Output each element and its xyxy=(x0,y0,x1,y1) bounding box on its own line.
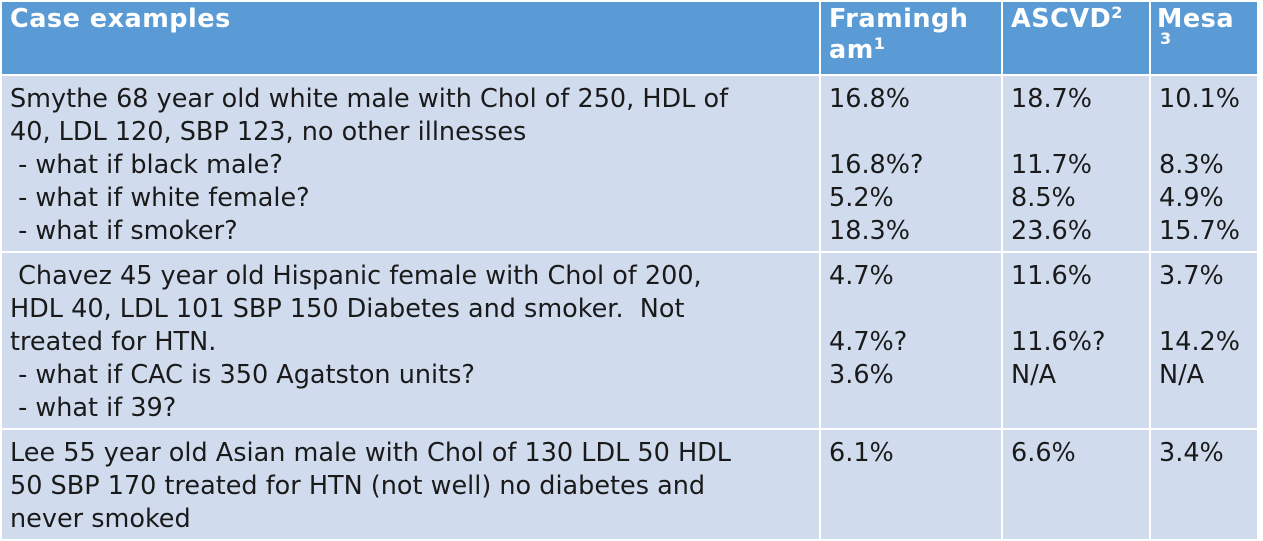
footnote-marker: 1 xyxy=(873,34,886,53)
ascvd-value: 11.6%? xyxy=(1011,327,1106,357)
case-line: 50 SBP 170 treated for HTN (not well) no… xyxy=(10,471,706,501)
framingham-value: 6.1% xyxy=(829,438,894,468)
table-row: Lee 55 year old Asian male with Chol of … xyxy=(0,428,1259,541)
framingham-cell: 4.7% 4.7%? 3.6% xyxy=(819,251,1003,430)
framingham-value: 16.8% xyxy=(829,84,911,114)
footnote-marker: 3 xyxy=(1160,29,1172,48)
ascvd-value: 11.6% xyxy=(1011,261,1093,291)
framingham-value xyxy=(829,116,1001,149)
mesa-value xyxy=(1159,293,1257,326)
mesa-cell: 10.1% 8.3% 4.9% 15.7% xyxy=(1149,74,1259,253)
case-line: - what if white female? xyxy=(10,183,310,213)
header-case-examples: Case examples xyxy=(0,0,821,76)
case-line: - what if black male? xyxy=(10,150,283,180)
framingham-value: 16.8%? xyxy=(829,150,924,180)
ascvd-cell: 11.6% 11.6%? N/A xyxy=(1001,251,1151,430)
mesa-value: 14.2% xyxy=(1159,327,1241,357)
case-line: - what if smoker? xyxy=(10,216,238,246)
framingham-value xyxy=(829,293,1001,326)
mesa-value: 15.7% xyxy=(1159,216,1241,246)
ascvd-value: N/A xyxy=(1011,360,1057,390)
table-row: Chavez 45 year old Hispanic female with … xyxy=(0,251,1259,430)
case-line: Lee 55 year old Asian male with Chol of … xyxy=(10,438,731,468)
mesa-value: 8.3% xyxy=(1159,150,1224,180)
header-row: Case examples Framingh am1 ASCVD2 Mesa 3 xyxy=(0,0,1259,76)
case-cell: Smythe 68 year old white male with Chol … xyxy=(0,74,821,253)
framingham-value: 18.3% xyxy=(829,216,911,246)
case-line: never smoked xyxy=(10,504,191,534)
case-line: 40, LDL 120, SBP 123, no other illnesses xyxy=(10,117,527,147)
mesa-cell: 3.4% xyxy=(1149,428,1259,541)
case-line: - what if 39? xyxy=(10,393,177,423)
mesa-value: 10.1% xyxy=(1159,84,1241,114)
case-cell: Chavez 45 year old Hispanic female with … xyxy=(0,251,821,430)
mesa-cell: 3.7% 14.2% N/A xyxy=(1149,251,1259,430)
case-line: Smythe 68 year old white male with Chol … xyxy=(10,84,729,114)
mesa-value: 3.7% xyxy=(1159,261,1224,291)
table-row: Smythe 68 year old white male with Chol … xyxy=(0,74,1259,253)
framingham-value: 4.7%? xyxy=(829,327,908,357)
ascvd-value: 23.6% xyxy=(1011,216,1093,246)
header-framingham: Framingh am1 xyxy=(819,0,1003,76)
mesa-value: N/A xyxy=(1159,360,1205,390)
ascvd-cell: 18.7% 11.7% 8.5% 23.6% xyxy=(1001,74,1151,253)
framingham-value: 3.6% xyxy=(829,360,894,390)
case-line: - what if CAC is 350 Agatston units? xyxy=(10,360,475,390)
framingham-cell: 16.8% 16.8%? 5.2% 18.3% xyxy=(819,74,1003,253)
ascvd-cell: 6.6% xyxy=(1001,428,1151,541)
ascvd-value: 11.7% xyxy=(1011,150,1093,180)
framingham-value: 4.7% xyxy=(829,261,894,291)
footnote-marker: 2 xyxy=(1111,3,1123,22)
mesa-value: 3.4% xyxy=(1159,438,1224,468)
ascvd-value: 8.5% xyxy=(1011,183,1076,213)
ascvd-value: 6.6% xyxy=(1011,438,1076,468)
case-line: treated for HTN. xyxy=(10,327,217,357)
framingham-cell: 6.1% xyxy=(819,428,1003,541)
case-line: Chavez 45 year old Hispanic female with … xyxy=(10,261,702,291)
header-mesa: Mesa 3 xyxy=(1149,0,1259,76)
mesa-value xyxy=(1159,116,1257,149)
ascvd-value: 18.7% xyxy=(1011,84,1093,114)
ascvd-value xyxy=(1011,116,1149,149)
case-cell: Lee 55 year old Asian male with Chol of … xyxy=(0,428,821,541)
header-ascvd: ASCVD2 xyxy=(1001,0,1151,76)
framingham-value: 5.2% xyxy=(829,183,894,213)
ascvd-value xyxy=(1011,293,1149,326)
mesa-value: 4.9% xyxy=(1159,183,1224,213)
case-line: HDL 40, LDL 101 SBP 150 Diabetes and smo… xyxy=(10,294,685,324)
